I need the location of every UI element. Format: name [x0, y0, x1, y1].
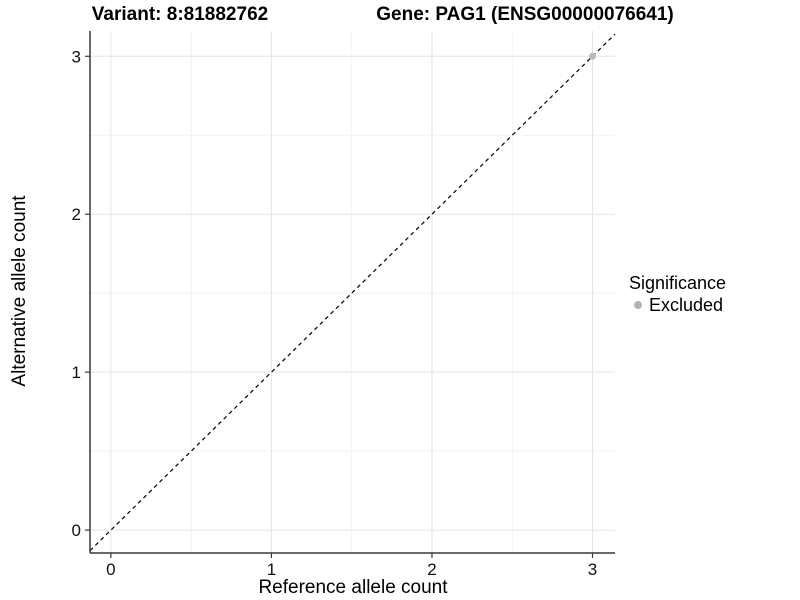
y-tick-label: 3: [72, 47, 81, 66]
excluded-point-icon: [634, 301, 642, 309]
identity-line: [89, 33, 616, 552]
y-tick-label: 1: [72, 363, 81, 382]
x-tick-label: 2: [427, 560, 436, 579]
y-axis-title: Alternative allele count: [9, 195, 30, 387]
x-tick-label: 3: [588, 560, 597, 579]
data-point: [589, 52, 597, 60]
x-tick-label: 1: [267, 560, 276, 579]
y-tick-label: 0: [72, 521, 81, 540]
legend-title: Significance: [629, 273, 727, 293]
legend: Significance Excluded: [629, 273, 726, 315]
variant-title: Variant: 8:81882762: [91, 4, 269, 25]
x-tick-label: 0: [106, 560, 115, 579]
x-axis-title: Reference allele count: [258, 577, 448, 598]
legend-item-excluded: Excluded: [629, 295, 726, 315]
gene-title: Gene: PAG1 (ENSG00000076641): [376, 4, 674, 25]
legend-item-label: Excluded: [649, 295, 724, 315]
y-tick-label: 2: [72, 205, 81, 224]
